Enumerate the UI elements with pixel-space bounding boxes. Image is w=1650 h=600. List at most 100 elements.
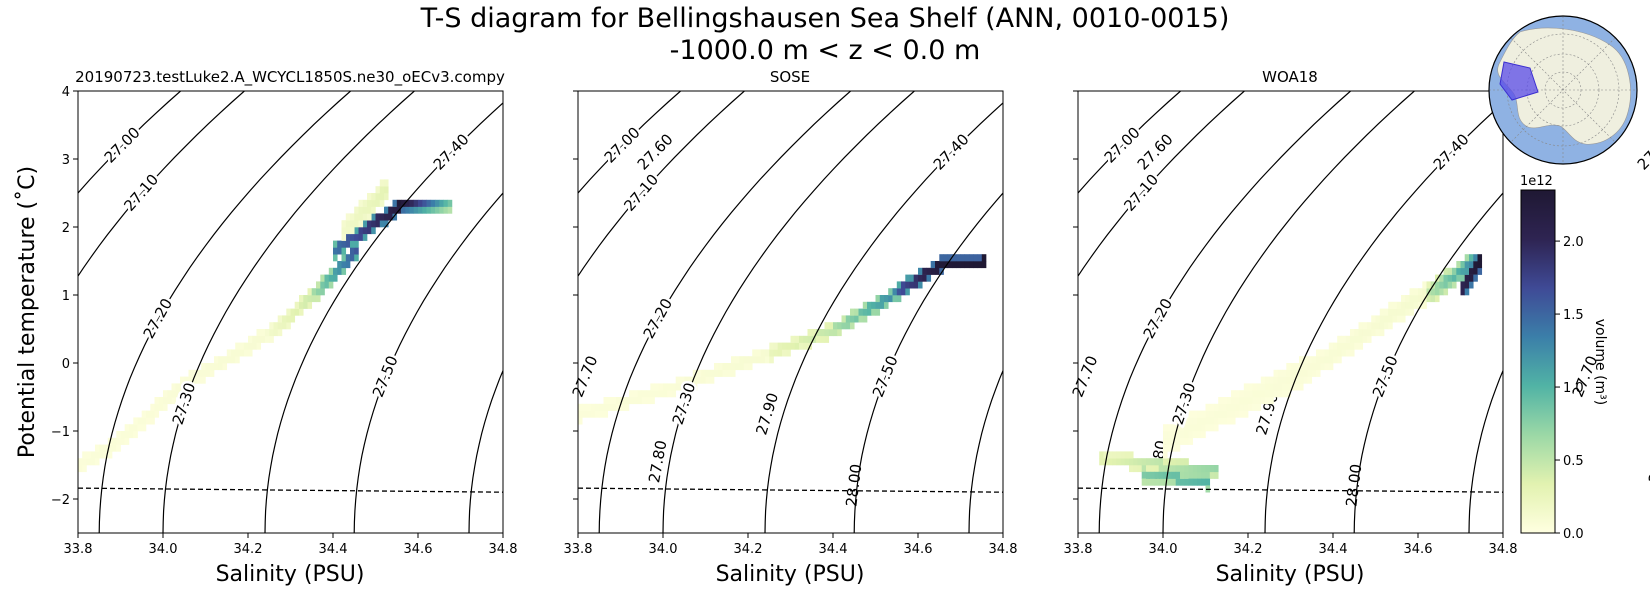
- heatmap-cell: [709, 369, 715, 377]
- plot-frame: [577, 90, 1004, 534]
- heatmap-cell: [850, 315, 855, 323]
- heatmap-cell: [350, 233, 355, 241]
- heatmap-cell: [1235, 410, 1240, 418]
- heatmap-cell: [1235, 403, 1240, 411]
- heatmap-cell: [1469, 254, 1474, 262]
- heatmap-cell: [603, 397, 609, 405]
- heatmap-cell: [154, 410, 160, 418]
- heatmap-cell: [688, 376, 694, 384]
- heatmap-cell: [1401, 301, 1406, 309]
- heatmap-cell: [345, 254, 351, 262]
- heatmap-cell: [641, 397, 647, 405]
- heatmap-cell: [1367, 329, 1372, 337]
- heatmap-cell: [248, 342, 253, 350]
- heatmap-cell: [1175, 478, 1181, 486]
- heatmap-cell: [1282, 376, 1287, 384]
- heatmap-cell: [1269, 376, 1274, 384]
- heatmap-cell: [1260, 390, 1266, 398]
- heatmap-cell: [586, 403, 592, 411]
- heatmap-cell: [692, 383, 698, 391]
- heatmap-cell: [150, 417, 155, 425]
- heatmap-cell: [1282, 390, 1287, 398]
- heatmap-cell: [99, 444, 104, 452]
- heatmap-cell: [1167, 424, 1172, 432]
- heatmap-cell: [1392, 315, 1398, 323]
- heatmap-cell: [1260, 397, 1266, 405]
- heatmap-cell: [879, 301, 885, 309]
- heatmap-cell: [1197, 410, 1202, 418]
- heatmap-cell: [303, 301, 308, 309]
- heatmap-cell: [95, 451, 100, 459]
- heatmap-cell: [328, 281, 334, 289]
- heatmap-cell: [705, 376, 711, 384]
- heatmap-cell: [1133, 458, 1138, 466]
- heatmap-cell: [197, 369, 202, 377]
- heatmap-cell: [354, 247, 359, 255]
- heatmap-cell: [384, 193, 389, 201]
- heatmap-cell: [1209, 465, 1215, 473]
- heatmap-cells: [78, 179, 453, 473]
- colorbar-tick-label: 1.5: [1563, 308, 1584, 323]
- heatmap-cell: [837, 322, 842, 330]
- density-contour: [98, 91, 351, 533]
- colorbar-gradient: [1520, 189, 1556, 534]
- heatmap-cell: [803, 342, 808, 350]
- heatmap-cell: [1294, 383, 1300, 391]
- heatmap-cell: [1112, 451, 1117, 459]
- heatmap-cell: [1388, 315, 1393, 323]
- heatmap-cell: [1205, 424, 1211, 432]
- heatmap-cell: [141, 417, 147, 425]
- heatmap-cell: [1154, 478, 1160, 486]
- heatmap-cell: [922, 267, 927, 275]
- density-contour-label: 27.50: [869, 353, 902, 400]
- heatmap-cell: [345, 227, 351, 235]
- heatmap-cell: [392, 206, 398, 214]
- heatmap-cell: [1413, 301, 1419, 309]
- heatmap-cell: [718, 369, 723, 377]
- heatmap-cell: [969, 261, 974, 269]
- density-contour: [1078, 91, 1181, 194]
- heatmap-cell: [1222, 410, 1228, 418]
- y-axis-label: Potential temperature (˚C): [15, 166, 40, 458]
- heatmap-cell: [1375, 329, 1381, 337]
- heatmap-cell: [896, 295, 902, 303]
- heatmap-cell: [150, 403, 155, 411]
- heatmap-cell: [1320, 363, 1325, 371]
- heatmap-cell: [667, 390, 672, 398]
- heatmap-cell: [209, 369, 215, 377]
- heatmap-cell: [888, 288, 893, 296]
- heatmap-cell: [311, 295, 317, 303]
- heatmap-cell: [586, 410, 592, 418]
- heatmap-cell: [943, 254, 949, 262]
- heatmap-cell: [112, 444, 117, 452]
- heatmap-cell: [1214, 417, 1219, 425]
- antarctica-landmass: [1497, 27, 1631, 145]
- heatmap-cell: [1150, 471, 1155, 479]
- heatmap-cell: [578, 417, 583, 425]
- heatmap-cell: [1107, 451, 1113, 459]
- heatmap-cell: [367, 227, 372, 235]
- heatmap-cell: [1243, 390, 1249, 398]
- heatmap-cell: [930, 261, 936, 269]
- heatmap-cell: [163, 397, 168, 405]
- heatmap-cell: [341, 220, 347, 228]
- heatmap-cell: [86, 458, 92, 466]
- heatmap-cell: [345, 213, 351, 221]
- heatmap-cell: [1401, 295, 1406, 303]
- heatmap-cell: [1214, 471, 1219, 479]
- heatmap-cell: [345, 233, 351, 241]
- heatmap-cell: [358, 233, 364, 241]
- heatmap-cell: [375, 220, 381, 228]
- density-contour-label: 27.50: [1369, 353, 1402, 400]
- heatmap-cell: [133, 431, 138, 439]
- heatmap-cell: [773, 342, 779, 350]
- heatmap-cell: [1120, 451, 1126, 459]
- heatmap-cell: [1456, 261, 1461, 269]
- heatmap-cell: [1426, 281, 1432, 289]
- heatmap-cell: [1333, 356, 1338, 364]
- heatmap-cell: [1460, 261, 1466, 269]
- heatmap-cell: [409, 206, 415, 214]
- heatmap-cell: [1354, 342, 1359, 350]
- heatmap-cell: [146, 410, 151, 418]
- heatmap-cell: [1209, 417, 1215, 425]
